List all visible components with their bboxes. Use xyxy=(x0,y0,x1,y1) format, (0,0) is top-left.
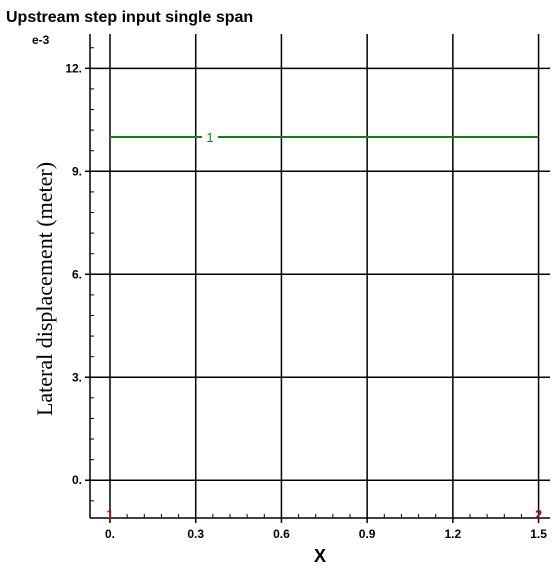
node-marker-label: 1 xyxy=(106,507,113,522)
y-tick-label: 9. xyxy=(72,164,82,178)
x-tick-label: 1.5 xyxy=(530,527,547,541)
series-label: 1 xyxy=(206,130,213,145)
x-tick-label: 0.9 xyxy=(359,527,376,541)
node-marker-label: 2 xyxy=(535,507,542,522)
x-axis-label: X xyxy=(314,546,326,566)
y-multiplier-label: e-3 xyxy=(32,33,50,47)
x-tick-label: 1.2 xyxy=(445,527,462,541)
x-tick-label: 0.3 xyxy=(187,527,204,541)
y-tick-label: 3. xyxy=(72,370,82,384)
y-tick-label: 0. xyxy=(72,473,82,487)
x-tick-label: 0.6 xyxy=(273,527,290,541)
y-axis-label: Lateral displacement (meter) xyxy=(32,162,57,416)
y-tick-label: 12. xyxy=(65,61,82,75)
plot-area: 0. 3. 6. 9. 12. 0. 0.3 0.6 0.9 1.2 1.5 1 1 2 xyxy=(65,34,550,541)
x-tick-label: 0. xyxy=(105,527,115,541)
y-tick-label: 6. xyxy=(72,267,82,281)
chart-title: Upstream step input single span xyxy=(6,9,253,26)
